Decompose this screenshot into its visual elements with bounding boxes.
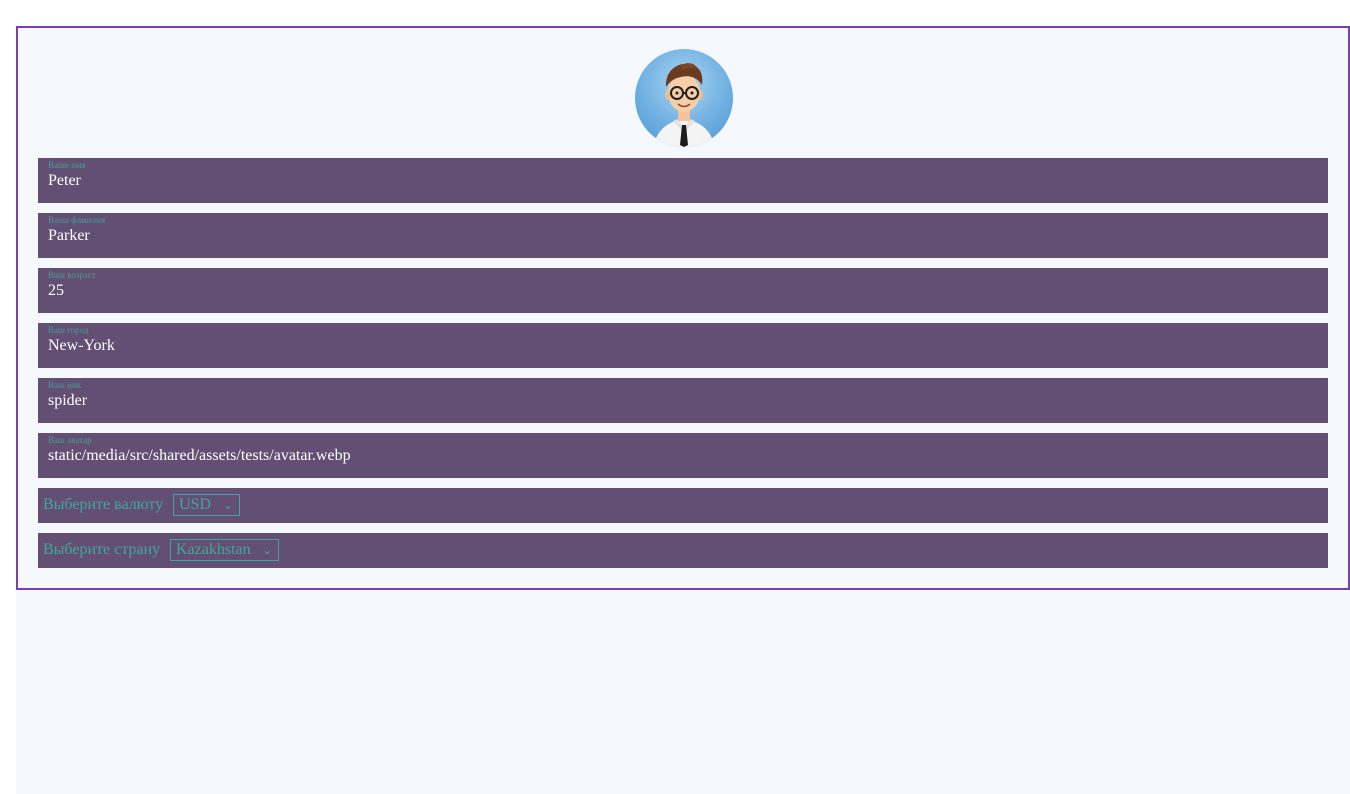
surname-field[interactable]: Ваша фамилия Parker (38, 213, 1328, 258)
avatar-url-field-label: Ваш аватар (48, 435, 92, 445)
age-field[interactable]: Ваш возраст 25 (38, 268, 1328, 313)
avatar-url-field[interactable]: Ваш аватар static/media/src/shared/asset… (38, 433, 1328, 478)
profile-card: Ваше имя Peter Ваша фамилия Parker Ваш в… (16, 26, 1350, 590)
country-select-label: Выберите страну (43, 541, 161, 558)
username-field-value[interactable]: spider (48, 392, 88, 409)
avatar (635, 49, 733, 147)
country-select-row: Выберите страну Kazakhstan ⌄ (38, 533, 1328, 568)
city-field[interactable]: Ваш город New-York (38, 323, 1328, 368)
name-field-value[interactable]: Peter (48, 172, 81, 189)
currency-select-row: Выберите валюту USD ⌄ (38, 488, 1328, 523)
country-select[interactable]: Kazakhstan ⌄ (170, 539, 279, 561)
country-selected-value: Kazakhstan (176, 541, 251, 558)
chevron-down-icon: ⌄ (222, 498, 233, 512)
currency-selected-value: USD (179, 496, 212, 513)
surname-field-label: Ваша фамилия (48, 215, 105, 225)
username-field-label: Ваш ник (48, 380, 82, 390)
city-field-label: Ваш город (48, 325, 89, 335)
name-field-label: Ваше имя (48, 160, 86, 170)
username-field[interactable]: Ваш ник spider (38, 378, 1328, 423)
top-strip (0, 0, 1350, 26)
age-field-label: Ваш возраст (48, 270, 96, 280)
avatar-url-field-value[interactable]: static/media/src/shared/assets/tests/ava… (48, 447, 351, 464)
surname-field-value[interactable]: Parker (48, 227, 90, 244)
city-field-value[interactable]: New-York (48, 337, 115, 354)
chevron-down-icon: ⌄ (261, 543, 272, 557)
currency-select-label: Выберите валюту (43, 496, 164, 513)
name-field[interactable]: Ваше имя Peter (38, 158, 1328, 203)
age-field-value[interactable]: 25 (48, 282, 64, 299)
avatar-illustration (653, 63, 715, 147)
currency-select[interactable]: USD ⌄ (173, 494, 240, 516)
